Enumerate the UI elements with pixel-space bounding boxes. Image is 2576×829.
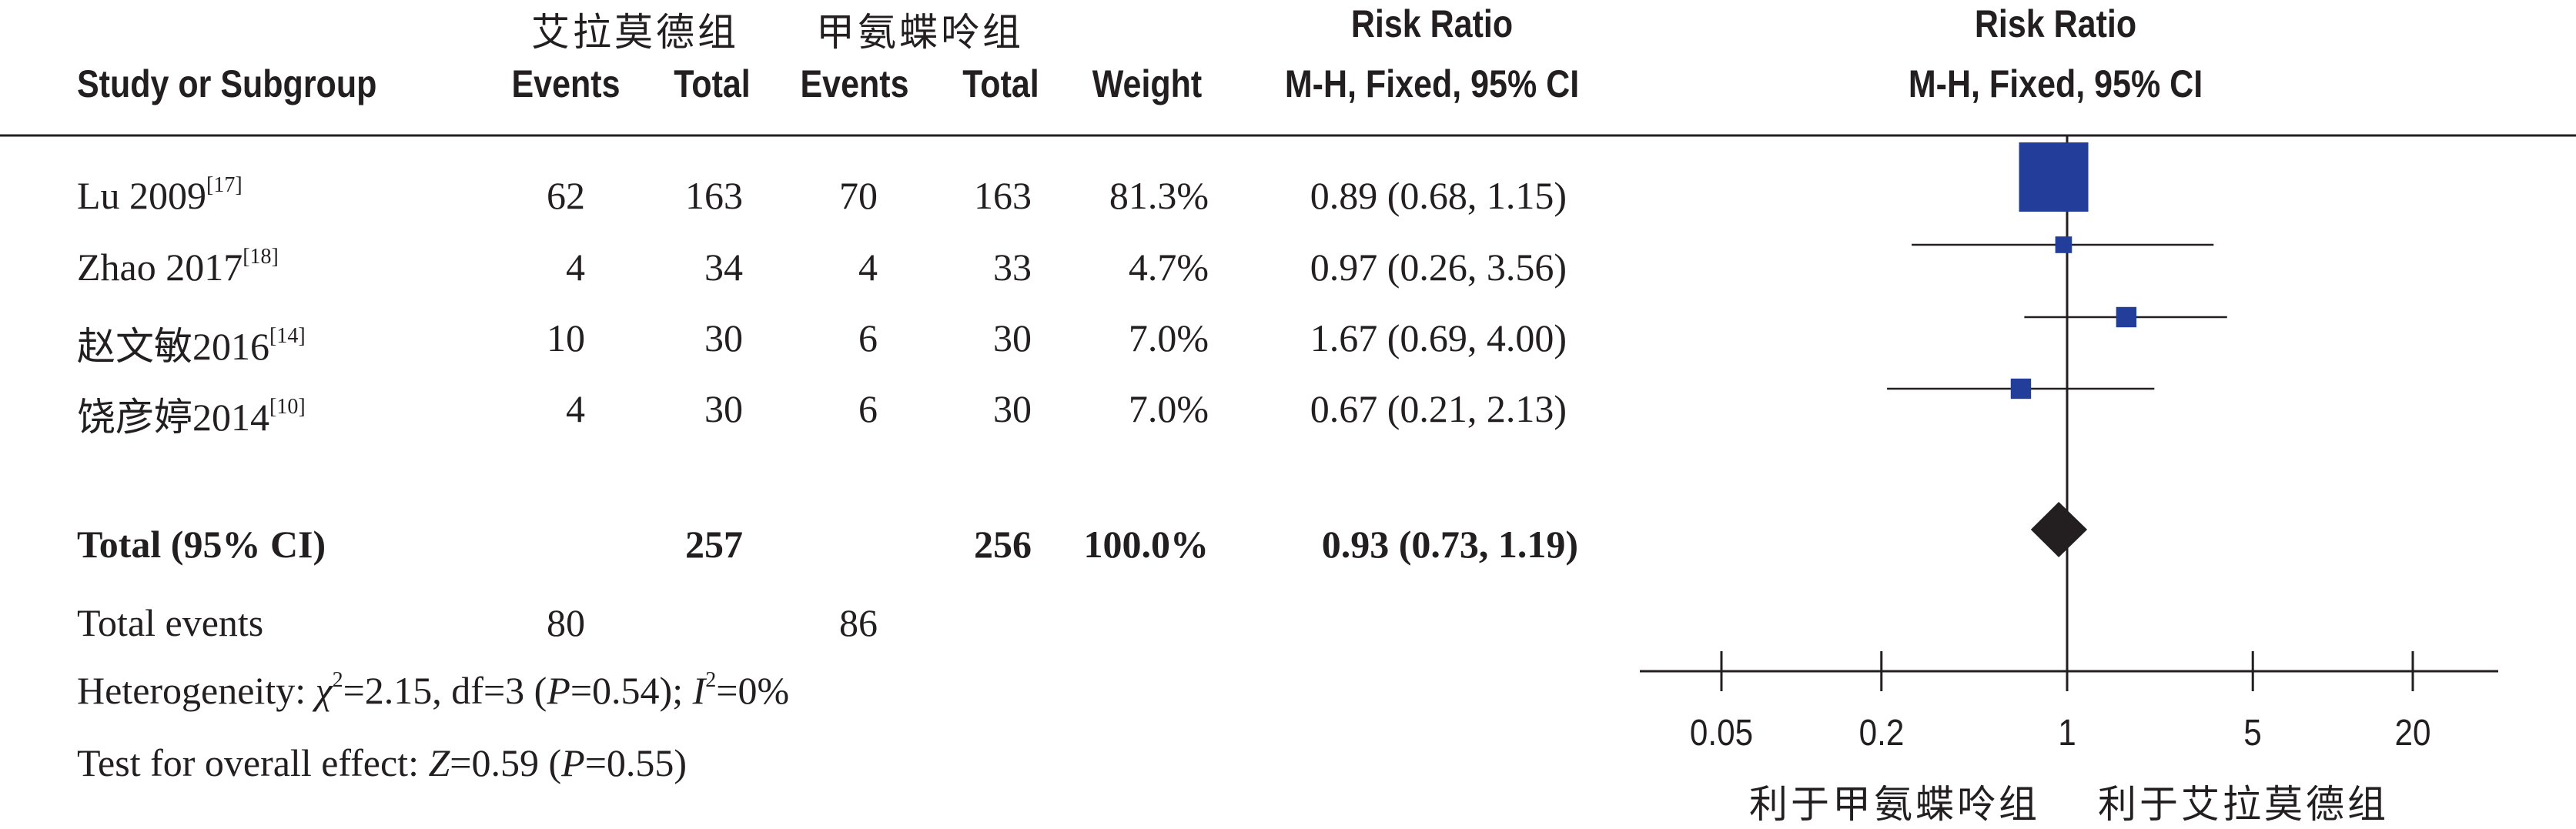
- study-square: [2116, 306, 2137, 328]
- overall-effect-stat: Test for overall effect: Z=0.59 (P=0.55): [77, 741, 687, 784]
- total-ci: 0.93 (0.73, 1.19): [1321, 523, 1578, 566]
- study-name: Lu 2009[17]: [77, 173, 243, 217]
- x-tick-label: 5: [2243, 713, 2262, 754]
- x-tick-label: 0.2: [1858, 713, 1905, 754]
- exp-events: 4: [566, 387, 585, 430]
- study-square: [2010, 378, 2032, 399]
- control-group-header: 甲氨蝶呤组: [816, 10, 1024, 55]
- ctrl-total: 163: [974, 174, 1032, 217]
- exp-total: 34: [704, 246, 743, 289]
- exp-events-sum: 80: [547, 601, 585, 644]
- weight-header: Weight: [1092, 62, 1203, 105]
- ctrl-events: 6: [858, 316, 878, 359]
- ctrl-events: 4: [858, 246, 878, 289]
- rr-method-header: M-H, Fixed, 95% CI: [1284, 62, 1580, 105]
- ctrl-total: 30: [993, 316, 1032, 359]
- ctrl-total: 33: [993, 246, 1032, 289]
- study-weight: 7.0%: [1128, 316, 1209, 359]
- ctrl-total: 30: [993, 387, 1032, 430]
- study-column-header: Study or Subgroup: [77, 62, 377, 105]
- study-weight: 4.7%: [1128, 246, 1209, 289]
- ctrl-events: 6: [858, 387, 878, 430]
- plot-title: Risk Ratio: [1974, 2, 2137, 45]
- exp-total-header: Total: [674, 62, 751, 105]
- total-label: Total (95% CI): [77, 523, 326, 566]
- study-name: 饶彦婷2014[10]: [77, 395, 306, 439]
- study-ci: 0.97 (0.26, 3.56): [1310, 246, 1567, 289]
- exp-events: 10: [547, 316, 585, 359]
- ctrl-total-sum: 256: [974, 523, 1032, 566]
- exp-total-sum: 257: [685, 523, 743, 566]
- study-name: 赵文敏2016[14]: [77, 324, 306, 368]
- study-name: Zhao 2017[18]: [77, 245, 279, 289]
- ctrl-events: 70: [839, 174, 878, 217]
- exp-events: 62: [547, 174, 585, 217]
- study-weight: 81.3%: [1109, 174, 1209, 217]
- experimental-group-header: 艾拉莫德组: [531, 10, 739, 55]
- exp-total: 30: [704, 316, 743, 359]
- x-tick-label: 1: [2058, 713, 2076, 754]
- summary-diamond: [2030, 502, 2088, 557]
- x-tick-label: 20: [2394, 713, 2431, 754]
- study-square: [2019, 142, 2089, 212]
- favours-experimental-label: 利于艾拉莫德组: [2098, 782, 2389, 827]
- study-square: [2055, 236, 2073, 253]
- heterogeneity-stat: Heterogeneity: χ2=2.15, df=3 (P=0.54); I…: [77, 668, 790, 712]
- plot-method-header: M-H, Fixed, 95% CI: [1908, 62, 2203, 105]
- exp-events-header: Events: [511, 62, 621, 105]
- favours-control-label: 利于甲氨蝶呤组: [1749, 782, 2040, 827]
- exp-total: 163: [685, 174, 743, 217]
- total-weight: 100.0%: [1083, 523, 1209, 566]
- rr-column-title: Risk Ratio: [1350, 2, 1514, 45]
- exp-events: 4: [566, 246, 585, 289]
- total-events-label: Total events: [77, 601, 264, 644]
- ctrl-total-header: Total: [962, 62, 1039, 105]
- study-ci: 0.89 (0.68, 1.15): [1310, 174, 1567, 217]
- exp-total: 30: [704, 387, 743, 430]
- study-ci: 0.67 (0.21, 2.13): [1310, 387, 1567, 430]
- ctrl-events-header: Events: [800, 62, 909, 105]
- ctrl-events-sum: 86: [839, 601, 878, 644]
- study-ci: 1.67 (0.69, 4.00): [1310, 316, 1567, 359]
- study-weight: 7.0%: [1128, 387, 1209, 430]
- x-tick-label: 0.05: [1689, 713, 1754, 754]
